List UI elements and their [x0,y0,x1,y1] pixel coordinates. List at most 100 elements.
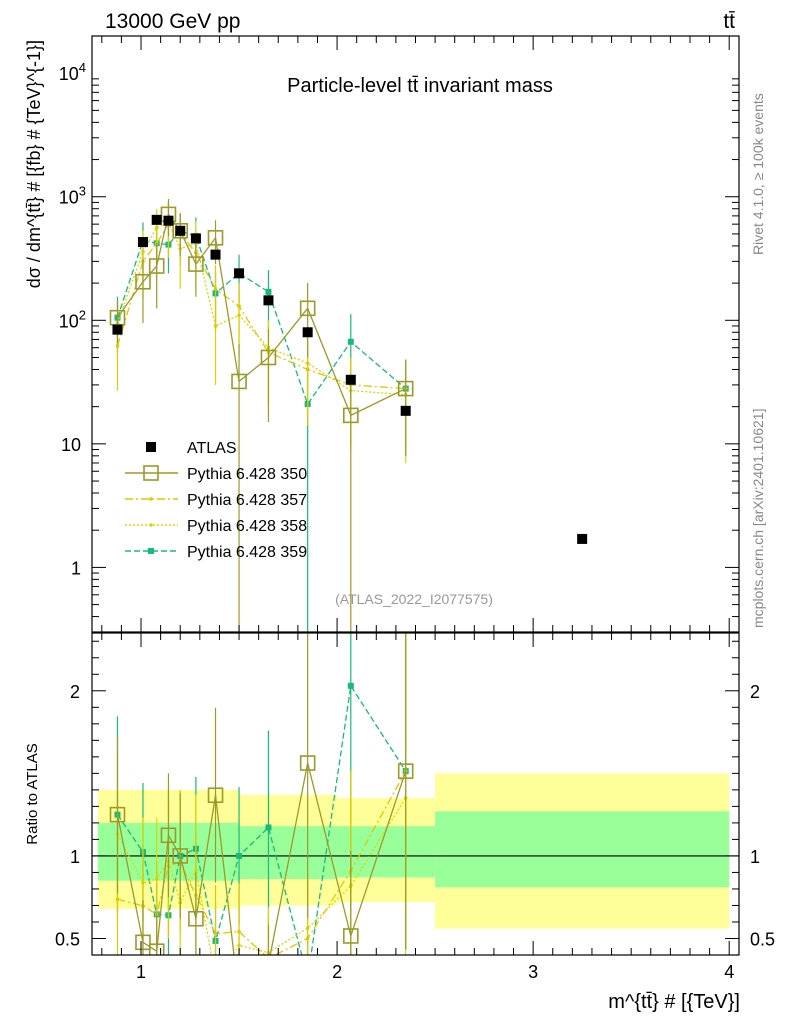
series-line [116,230,407,406]
ratio-point [299,755,316,771]
data-point-atlas [577,533,588,544]
legend-marker [149,497,153,501]
series-point [172,223,189,239]
legend: ATLAS Pythia 6.428 350 Pythia 6.428 357 Pyt… [125,440,307,561]
series-point [213,286,218,291]
ratio-point [232,992,246,1006]
y-tick-label: 10 [61,435,81,455]
data-point-atlas [163,215,174,226]
main-series-group [109,198,588,632]
ratio-point [267,957,271,961]
series-line [116,212,406,417]
ratio-series-line [116,683,407,955]
legend-marker [149,523,153,527]
data-point-atlas [263,295,274,306]
ratio-point [172,848,189,864]
ratio-point [265,824,272,831]
series-point [115,344,120,348]
data-point-atlas [234,268,245,279]
ratio-point [188,910,204,927]
series-point [207,230,224,246]
ratio-series-line [116,762,407,955]
series-line [116,223,406,390]
axes-group: 1 2 3 4 1 10 102 103 104 0.5 0.5 1 1 2 2 [55,36,775,982]
ratio-point [135,934,151,951]
ratio-point [236,852,243,859]
x-tick-label: 2 [332,962,342,982]
legend-label: ATLAS [187,440,237,457]
ratio-point [261,957,275,971]
y-tick-label: 1 [71,558,81,578]
series-point [347,338,354,345]
ratio-tick-label-right: 2 [750,682,760,702]
legend-marker [146,442,156,452]
rivet-version-label: Rivet 4.1.0, ≥ 100k events [750,93,766,255]
series-point [265,288,272,295]
analysis-id-label: (ATLAS_2022_I2077575) [335,591,493,607]
ratio-point [207,787,224,804]
ratio-point [115,897,120,901]
ratio-point [109,806,126,823]
series-point [299,300,316,317]
series-point [237,304,241,309]
data-point-atlas [175,225,186,236]
ratio-uncertainty-bands [92,773,739,929]
x-axis-label: m^{tt̄} # [{TeV}] [608,991,740,1013]
legend-label: Pythia 6.428 350 [187,466,307,483]
y-axis-label: dσ / dm^{tt̄} # [{fb} # {TeV}^{-1}] [24,40,44,288]
stat-uncertainty-band [239,826,338,880]
legend-label: Pythia 6.428 358 [187,518,307,535]
ratio-tick-label-left: 0.5 [55,929,80,949]
ratio-tick-label-left: 2 [70,682,80,702]
ratio-tick-label-right: 1 [750,847,760,867]
ratio-point [160,827,177,844]
data-point-atlas [345,374,356,385]
y-tick-label: 102 [59,307,86,331]
ratio-point [305,936,310,941]
y-tick-label: 104 [59,60,86,84]
ratio-point [347,682,354,689]
ratio-point [213,931,218,936]
ratio-series-group [109,633,414,1006]
series-point [305,367,310,372]
ratio-point [342,928,359,944]
ratio-point [305,975,311,981]
ratio-series-line [116,797,407,955]
data-point-atlas [151,214,162,225]
ratio-tick-label-right: 0.5 [750,929,775,949]
series-point [148,258,165,274]
legend-label: Pythia 6.428 357 [187,492,307,509]
header-right-label: tt̄ [723,10,735,33]
stat-uncertainty-band [337,826,436,878]
data-point-atlas [190,233,201,244]
ratio-point [397,763,414,779]
header-left-label: 13000 GeV pp [105,10,240,33]
ratio-point [237,929,241,934]
data-point-atlas [112,324,123,335]
ratio-point [148,943,165,955]
series-line [116,221,406,396]
series-point [260,349,277,366]
legend-marker [143,465,159,481]
series-point [342,407,359,424]
series-point [135,273,151,290]
x-tick-label: 1 [136,962,146,982]
series-point [188,256,204,272]
main-plot-frame [91,35,740,633]
data-point-atlas [210,249,221,260]
series-point [397,380,414,397]
stat-uncertainty-band [435,811,730,888]
ratio-point [214,976,218,980]
y-tick-label: 103 [59,184,86,208]
data-point-atlas [400,405,411,416]
data-point-atlas [137,237,148,248]
ratio-y-axis-label: Ratio to ATLAS [24,743,41,844]
x-tick-label: 4 [724,962,734,982]
x-tick-label: 3 [528,962,538,982]
legend-marker [148,548,154,554]
data-point-atlas [302,327,313,338]
ratio-series-line [117,770,407,955]
series-point [231,373,247,390]
mcplots-label: mcplots.cern.ch [arXiv:2401.10621] [750,409,766,628]
